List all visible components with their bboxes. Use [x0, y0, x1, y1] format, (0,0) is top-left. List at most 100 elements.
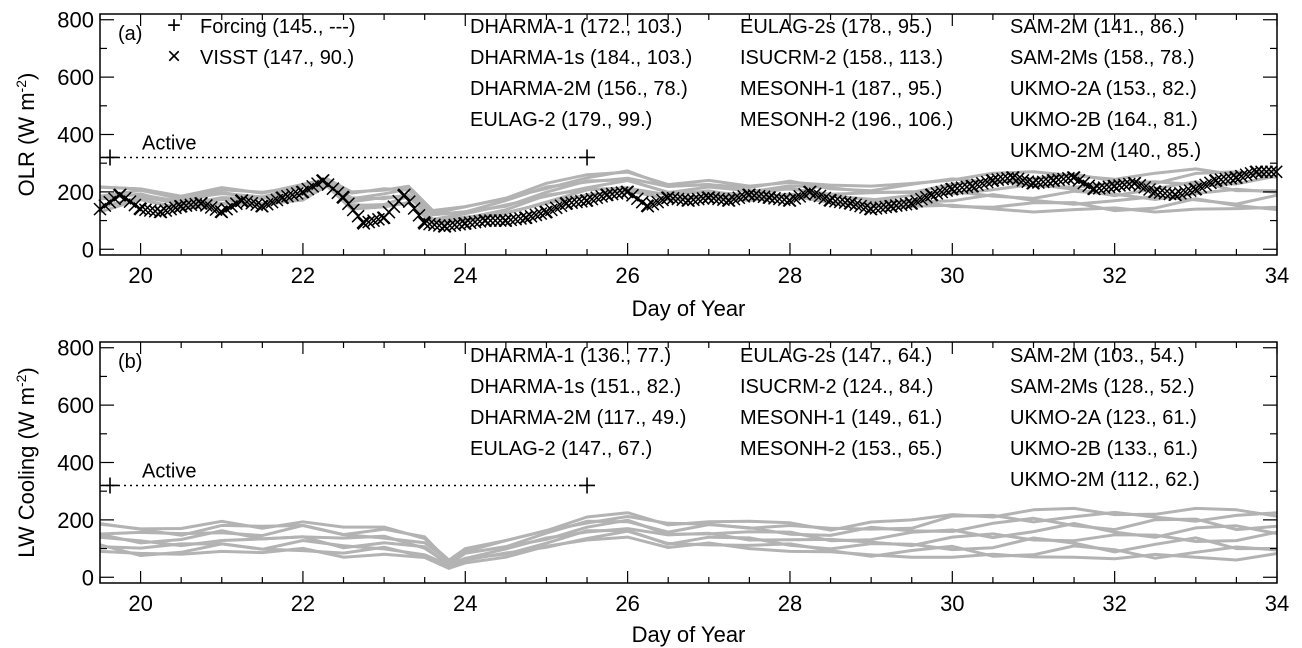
visst-marker: [544, 203, 558, 217]
model-stat: UKMO-2B (133., 61.): [1010, 438, 1198, 460]
model-stat: MESONH-2 (153., 65.): [740, 438, 942, 460]
visst-marker: [879, 200, 893, 214]
visst-marker: [1000, 171, 1015, 185]
visst-marker: [549, 201, 563, 215]
visst-marker: [910, 194, 924, 208]
visst-marker: [1264, 165, 1278, 179]
model-stat: SAM-2Ms (158., 78.): [1010, 47, 1195, 69]
visst-marker: [539, 205, 553, 219]
y-tick-label: 800: [57, 336, 94, 361]
model-series-line: [99, 510, 1278, 564]
x-tick-label: 26: [615, 263, 639, 288]
visst-marker: [483, 214, 497, 228]
x-tick-label: 22: [291, 591, 315, 616]
legend-entry: VISST (147., 90.): [200, 47, 354, 69]
x-tick-label: 30: [940, 263, 964, 288]
visst-marker: [696, 191, 710, 205]
visst-marker: [960, 180, 974, 194]
visst-marker: [1138, 180, 1152, 194]
model-series-line: [99, 506, 1278, 562]
visst-marker: [260, 197, 274, 211]
model-stat: DHARMA-2M (117., 49.): [470, 407, 686, 429]
visst-marker: [813, 189, 827, 203]
visst-marker: [367, 214, 381, 228]
visst-marker: [362, 215, 376, 229]
model-series-line: [99, 529, 1278, 567]
x-tick-label: 34: [1265, 591, 1289, 616]
model-stat: UKMO-2B (164., 81.): [1010, 109, 1198, 131]
model-stat: SAM-2M (103., 54.): [1010, 345, 1185, 367]
panel-a: Active 20 22 24 26 28 30 32 34 0 200 400 600 800 Day o…: [13, 8, 1289, 321]
visst-marker: [899, 197, 913, 211]
visst-marker: [1016, 173, 1030, 187]
visst-marker: [646, 197, 660, 211]
visst-marker: [925, 188, 939, 202]
x-tick-label: 24: [453, 263, 477, 288]
model-stat: MESONH-1 (187., 95.): [740, 78, 942, 100]
y-tick-label: 800: [57, 8, 94, 33]
visst-marker: [1259, 165, 1273, 179]
visst-marker: [194, 196, 208, 210]
visst-marker: [397, 188, 411, 202]
visst-marker: [1234, 169, 1248, 183]
visst-marker: [407, 201, 421, 216]
visst-marker: [453, 217, 467, 231]
y-tick-label: 200: [57, 180, 94, 205]
x-tick-label: 32: [1102, 263, 1126, 288]
model-stat: UKMO-2A (123., 61.): [1010, 407, 1197, 429]
visst-marker: [935, 185, 949, 199]
visst-marker: [1189, 182, 1203, 196]
visst-marker: [574, 194, 588, 208]
x-tick-label: 28: [778, 263, 802, 288]
visst-marker: [519, 211, 533, 225]
panel-label: (a): [118, 23, 142, 45]
model-stat: UKMO-2A (153., 82.): [1010, 78, 1197, 100]
visst-marker: [1173, 186, 1187, 200]
model-stat: DHARMA-1s (184., 103.): [470, 47, 692, 69]
visst-marker: [1269, 165, 1283, 179]
visst-marker: [473, 214, 487, 228]
model-stat: SAM-2M (141., 86.): [1010, 16, 1185, 38]
visst-marker: [808, 187, 822, 201]
legend-symbol: +: [167, 12, 181, 39]
visst-marker: [1239, 168, 1253, 182]
visst-marker: [255, 199, 269, 213]
visst-marker: [1102, 180, 1116, 194]
visst-marker: [757, 190, 771, 204]
panel-b: Active 20 22 24 26 28 30 32 34 0 200 400 600 800 Day o…: [13, 336, 1289, 647]
model-stat: DHARMA-1 (172., 103.): [470, 16, 682, 38]
forcing-marker: [579, 477, 596, 494]
y-axis-title: OLR (W m-2): [13, 73, 39, 197]
x-tick-label: 24: [453, 591, 477, 616]
visst-marker: [402, 195, 416, 209]
visst-marker: [651, 195, 665, 209]
visst-marker: [280, 189, 295, 203]
visst-marker: [412, 208, 426, 222]
visst-marker: [930, 186, 944, 200]
visst-marker: [838, 196, 852, 210]
visst-marker: [580, 193, 594, 208]
visst-marker: [240, 195, 254, 209]
legend-symbol: ×: [167, 43, 181, 70]
visst-marker: [493, 214, 507, 228]
visst-marker: [204, 200, 218, 215]
visst-marker: [1250, 165, 1264, 179]
visst-marker: [351, 209, 365, 223]
model-series-line: [99, 535, 1278, 570]
visst-marker: [844, 196, 858, 210]
active-label: Active: [142, 460, 196, 482]
visst-marker: [777, 193, 791, 207]
model-stat: DHARMA-1 (136., 77.): [470, 345, 671, 367]
forcing-marker: [102, 477, 118, 494]
visst-marker: [727, 192, 741, 206]
visst-marker: [529, 208, 543, 222]
visst-marker: [276, 191, 290, 205]
visst-marker: [615, 186, 629, 200]
x-axis-title: Day of Year: [632, 296, 746, 321]
y-tick-label: 0: [82, 565, 94, 590]
model-stat: UKMO-2M (112., 62.): [1010, 469, 1200, 491]
y-tick-label: 400: [57, 451, 94, 476]
y-axis-title: LW Cooling (W m-2): [13, 367, 39, 558]
model-stat: UKMO-2M (140., 85.): [1010, 140, 1201, 162]
